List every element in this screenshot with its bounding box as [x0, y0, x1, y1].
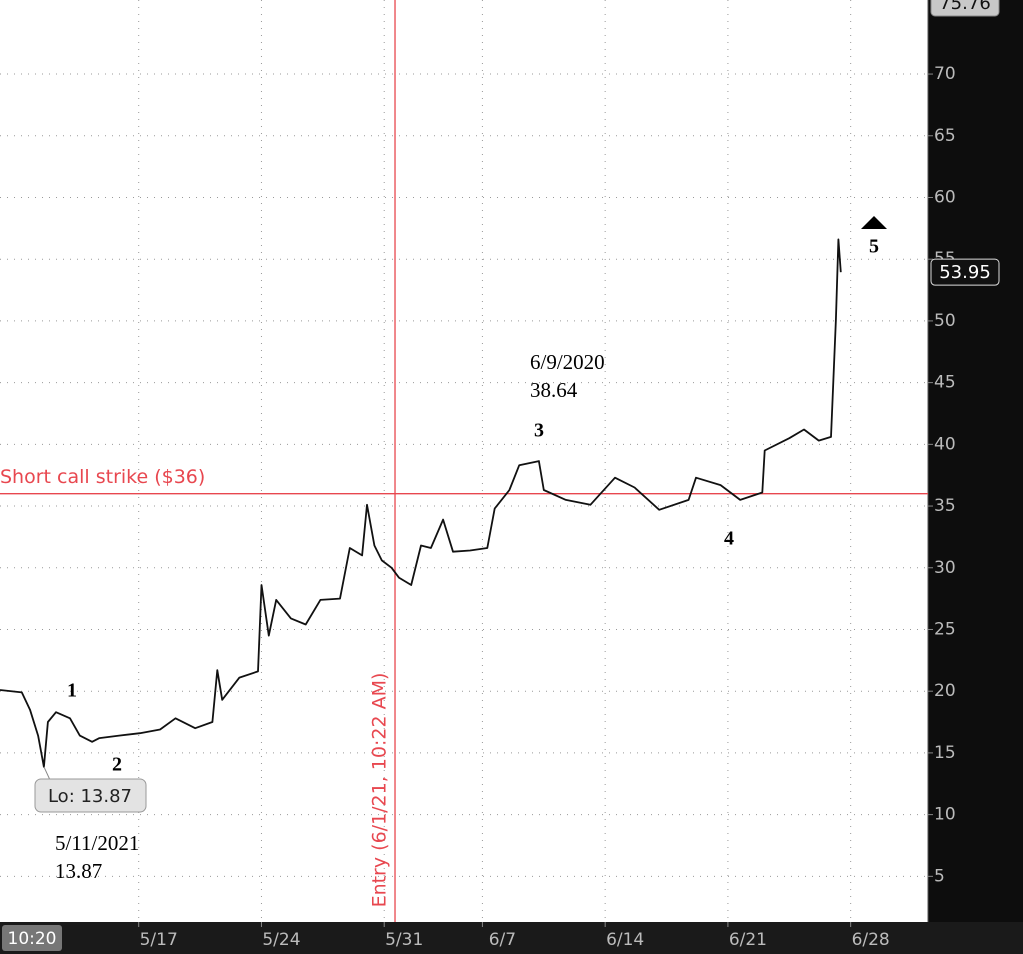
y-tick-label: 25: [934, 619, 956, 639]
x-tick-label: 6/28: [852, 930, 890, 950]
cursor-label: 10:20: [8, 929, 57, 949]
y-tick-label: 50: [934, 311, 956, 331]
wave-label: 2: [112, 754, 122, 776]
y-tick-label: 40: [934, 434, 956, 454]
wave-label: 4: [724, 528, 734, 550]
entry-label: Entry (6/1/21, 10:22 AM): [369, 673, 391, 908]
x-tick-label: 6/21: [729, 930, 767, 950]
y-tick-label: 35: [934, 496, 956, 516]
y-tick-label: 70: [934, 64, 956, 84]
x-tick-label: 5/17: [140, 930, 178, 950]
price-marker-label: 53.95: [939, 262, 991, 283]
y-tick-label: 20: [934, 681, 956, 701]
y-tick-label: 45: [934, 373, 956, 393]
callout-leader: [43, 766, 51, 781]
y-tick-label: 10: [934, 805, 956, 825]
y-tick-label: 15: [934, 743, 956, 763]
y-axis-panel: [928, 0, 1023, 954]
strike-label: Short call strike ($36): [0, 466, 205, 488]
annotation: 5/11/2021: [55, 831, 139, 855]
wave-label: 3: [534, 420, 544, 442]
x-axis-panel: [0, 922, 1023, 954]
cursor-box: [2, 925, 62, 951]
annotation: 6/9/2020: [530, 350, 605, 374]
x-tick-label: 6/7: [489, 930, 516, 950]
callout-box: [34, 778, 147, 813]
y-tick-label: 5: [934, 866, 945, 886]
annotation: 13.87: [55, 859, 102, 883]
price-marker-box: [930, 258, 1000, 286]
x-tick-label: 6/14: [606, 930, 644, 950]
price-line: [0, 238, 842, 768]
price-marker-box: [930, 0, 1000, 17]
y-tick-label: 60: [934, 187, 956, 207]
x-tick-label: 5/31: [385, 930, 423, 950]
wave-label: 1: [67, 680, 77, 702]
y-tick-label: 65: [934, 126, 956, 146]
y-tick-label: 30: [934, 558, 956, 578]
price-marker-label: 75.76: [939, 0, 991, 14]
wave-label: 5: [869, 236, 879, 258]
x-tick-label: 5/24: [262, 930, 300, 950]
arrow-up: [861, 216, 887, 229]
annotation: 38.64: [530, 378, 578, 402]
callout-label: Lo: 13.87: [48, 786, 132, 807]
